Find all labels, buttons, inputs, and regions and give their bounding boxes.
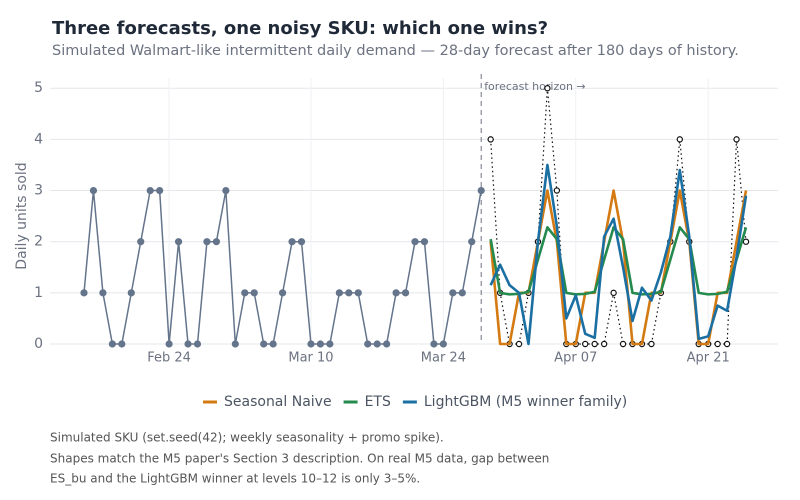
actual-line-marker: [591, 340, 598, 348]
x-tick-label: Mar 24: [421, 351, 466, 366]
actual-line-marker: [723, 340, 731, 348]
history-line-marker: [297, 238, 306, 246]
history-line-marker: [335, 289, 343, 297]
history-line-marker: [420, 238, 429, 246]
history-line-marker: [137, 238, 145, 246]
history-line-marker: [345, 289, 353, 297]
history-line-marker: [458, 289, 466, 297]
history-line: [83, 189, 482, 345]
y-tick-label: 0: [34, 336, 43, 352]
history-line-marker: [383, 340, 391, 348]
history-line-marker: [430, 340, 438, 348]
history-line-marker: [193, 340, 202, 348]
chart-title: Three forecasts, one noisy SKU: which on…: [52, 18, 548, 39]
history-line-marker: [203, 238, 211, 246]
legend-label: LightGBM (M5 winner family): [424, 394, 627, 410]
history-line-marker: [146, 186, 154, 195]
history-line-marker: [165, 340, 173, 348]
legend-label: Seasonal Naive: [224, 394, 332, 410]
history-line-marker: [477, 186, 485, 195]
x-tick-label: Mar 10: [288, 351, 333, 366]
y-tick-label: 3: [34, 183, 43, 199]
history-line-marker: [212, 238, 220, 246]
actual-line-marker: [515, 340, 523, 348]
history-line-marker: [316, 340, 325, 348]
footnote: Simulated SKU (set.seed(42); weekly seas…: [50, 431, 444, 445]
y-tick-label: 4: [34, 131, 43, 147]
history-line-marker: [174, 238, 183, 246]
y-tick-label: 1: [34, 285, 43, 301]
history-line-marker: [231, 340, 239, 348]
legend-label: ETS: [365, 394, 391, 410]
history-line-marker: [222, 186, 230, 195]
history-line-marker: [241, 289, 249, 297]
actual-line-marker: [582, 340, 589, 348]
actual-line-marker: [676, 136, 684, 143]
history-line-marker: [269, 340, 277, 348]
history-line-marker: [392, 289, 400, 297]
history-line-marker: [260, 340, 268, 348]
history-line-marker: [108, 340, 116, 348]
history-line-marker: [468, 238, 476, 246]
actual-line-marker: [487, 136, 494, 143]
actual-line-marker: [742, 238, 750, 245]
footnote: Shapes match the M5 paper's Section 3 de…: [50, 452, 549, 466]
forecast-line: [489, 163, 748, 346]
history-line-marker: [354, 289, 362, 297]
y-tick-label: 2: [34, 234, 43, 250]
x-tick-label: Apr 21: [687, 351, 730, 366]
actual-line-marker: [733, 136, 740, 143]
x-tick-label: Apr 07: [554, 351, 597, 366]
actual-line-marker: [553, 187, 561, 194]
history-line-marker: [279, 289, 287, 297]
history-line-marker: [156, 186, 164, 195]
actual-line-marker: [610, 289, 617, 297]
forecast-line: [489, 189, 748, 346]
y-tick-label: 5: [34, 80, 43, 96]
actual-line-marker: [619, 340, 627, 348]
footnote: ES_bu and the LightGBM winner at levels …: [50, 472, 420, 486]
history-line-marker: [364, 340, 372, 348]
y-axis-title: Daily units sold: [14, 162, 30, 269]
history-line-marker: [326, 340, 334, 348]
history-line-marker: [250, 289, 258, 297]
history-line-marker: [307, 340, 315, 348]
history-line-marker: [288, 238, 296, 246]
history-line-marker: [127, 289, 135, 297]
actual-line-marker: [714, 340, 721, 348]
history-line-marker: [373, 340, 381, 348]
history-line-marker: [118, 340, 126, 348]
history-line-marker: [401, 289, 410, 297]
history-line-marker: [411, 238, 419, 246]
actual-line-marker: [600, 340, 608, 348]
history-line-marker: [80, 289, 88, 297]
actual-line-marker: [648, 340, 655, 348]
history-line-marker: [89, 186, 98, 195]
chart-subtitle: Simulated Walmart-like intermittent dail…: [52, 43, 739, 59]
history-line-marker: [184, 340, 192, 348]
annotation: forecast horizon →: [484, 80, 585, 93]
history-line-marker: [449, 289, 457, 297]
history-line-marker: [99, 289, 107, 297]
history-line-marker: [439, 340, 447, 348]
x-tick-label: Feb 24: [147, 351, 191, 366]
actual-line-marker: [544, 85, 551, 92]
forecast-line: [489, 226, 748, 296]
